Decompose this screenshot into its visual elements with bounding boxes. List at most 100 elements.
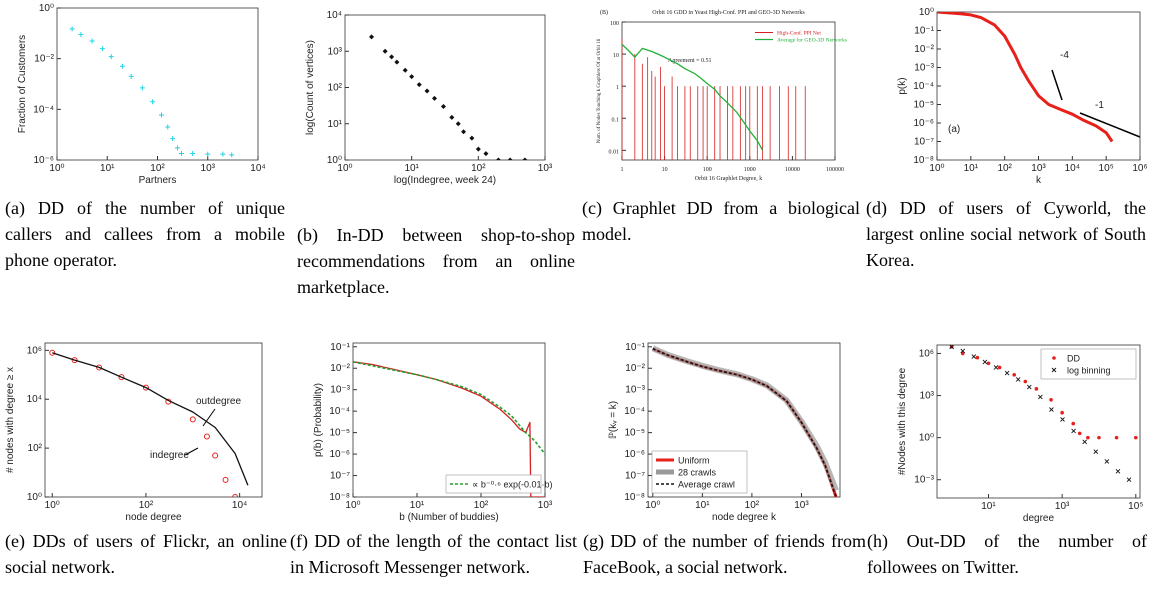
annotation: (a) bbox=[948, 124, 960, 135]
point bbox=[189, 416, 196, 423]
y-axis-label: Num. of Nodes Touching k Graphlets Of at… bbox=[597, 38, 602, 143]
legend-label: Average crawl bbox=[678, 480, 735, 490]
series-group bbox=[49, 349, 249, 497]
x-tick-label: 10⁰ bbox=[645, 500, 660, 511]
point bbox=[495, 157, 501, 160]
point bbox=[220, 151, 226, 157]
x-tick-label: 10² bbox=[474, 500, 489, 511]
x-tick-label: 10⁰ bbox=[49, 163, 64, 174]
point bbox=[128, 73, 134, 79]
y-tick-label: 100 bbox=[610, 21, 619, 27]
series-line bbox=[353, 361, 545, 455]
point bbox=[1082, 439, 1088, 445]
point bbox=[1115, 468, 1121, 474]
y-tick-label: 10⁶ bbox=[27, 345, 42, 356]
series-line bbox=[52, 352, 249, 486]
point bbox=[409, 74, 415, 80]
series-line bbox=[937, 12, 1114, 143]
x-axis-label: log(Indegree, week 24) bbox=[394, 175, 496, 186]
point bbox=[1097, 435, 1101, 440]
y-tick-label: 10⁻³ bbox=[914, 63, 934, 74]
point bbox=[1077, 431, 1082, 436]
point bbox=[475, 146, 481, 152]
x-tick-label: 10² bbox=[150, 163, 165, 174]
y-tick-label: 10⁻² bbox=[330, 363, 350, 374]
y-axis-label: log(Count of vertices) bbox=[305, 40, 316, 135]
point bbox=[424, 88, 430, 94]
x-axis-label: Orbit 16 Graphlet Degree, k bbox=[695, 176, 762, 182]
y-tick-label: 10⁻⁶ bbox=[913, 118, 934, 129]
point bbox=[389, 54, 395, 60]
point bbox=[108, 54, 114, 60]
point bbox=[1114, 435, 1119, 440]
point bbox=[440, 103, 446, 109]
point bbox=[483, 151, 489, 157]
point bbox=[507, 157, 513, 160]
point bbox=[78, 31, 84, 37]
legend-swatch bbox=[1051, 367, 1057, 373]
x-tick-label: 10⁵ bbox=[1099, 163, 1114, 174]
x-tick-label: 10⁰ bbox=[337, 163, 352, 174]
x-tick-label: 10⁰ bbox=[45, 500, 60, 511]
series-group bbox=[369, 34, 528, 160]
point bbox=[1004, 370, 1010, 376]
series-group bbox=[69, 26, 235, 158]
caption: (b) In-DD between shop-to-shop recommend… bbox=[297, 225, 575, 297]
point bbox=[222, 476, 229, 483]
x-tick-label: 10¹ bbox=[695, 500, 710, 511]
series-line bbox=[622, 43, 764, 151]
y-tick-label: 10⁻⁵ bbox=[329, 428, 350, 439]
point bbox=[993, 365, 999, 370]
x-tick-label: 10⁴ bbox=[250, 163, 265, 174]
y-tick-label: 10² bbox=[28, 443, 43, 454]
series-group bbox=[353, 361, 545, 497]
series-line bbox=[652, 347, 837, 497]
point bbox=[190, 151, 196, 157]
slope-line bbox=[1051, 69, 1063, 101]
point bbox=[1026, 384, 1032, 390]
point bbox=[150, 99, 156, 105]
x-tick-label: 10² bbox=[139, 500, 154, 511]
point bbox=[449, 114, 455, 120]
y-axis-label: Fraction of Customers bbox=[17, 35, 28, 133]
point bbox=[158, 112, 164, 118]
y-tick-label: 10⁻³ bbox=[625, 385, 645, 396]
y-tick-label: 10⁻¹ bbox=[625, 342, 645, 353]
plot-frame bbox=[352, 342, 546, 498]
y-tick-label: 10⁻⁴ bbox=[624, 406, 645, 417]
y-tick-label: 10⁻⁸ bbox=[329, 492, 350, 503]
caption: (e) DDs of users of Flickr, an online so… bbox=[5, 531, 287, 577]
series-group bbox=[622, 38, 806, 160]
point bbox=[416, 82, 422, 88]
caption: (g) DD of the number of friends from Fac… bbox=[583, 531, 866, 577]
legend-label: ∝ b⁻⁰·⁶ exp(-0.01·b) bbox=[472, 480, 553, 490]
point bbox=[1049, 407, 1054, 412]
x-tick-label: 10⁴ bbox=[1065, 163, 1080, 174]
x-axis-label: node degree bbox=[125, 512, 182, 523]
y-tick-label: 1 bbox=[616, 85, 619, 91]
y-tick-label: 10⁻¹ bbox=[914, 26, 934, 37]
legend-label: log binning bbox=[1067, 366, 1111, 376]
point bbox=[69, 26, 75, 32]
x-tick-label: 10³ bbox=[794, 500, 809, 511]
y-tick-label: 10⁻¹ bbox=[330, 342, 350, 353]
y-tick-label: 10⁰ bbox=[327, 155, 342, 166]
y-axis-label: p(k) bbox=[897, 77, 908, 94]
x-tick-label: 10³ bbox=[1055, 501, 1070, 512]
x-tick-label: 10 bbox=[662, 167, 668, 173]
point bbox=[986, 361, 991, 366]
y-tick-label: 0.01 bbox=[609, 149, 620, 155]
x-axis-label: degree bbox=[1023, 513, 1055, 524]
legend-label: 28 crawls bbox=[678, 468, 717, 478]
point bbox=[997, 365, 1002, 370]
point bbox=[1023, 379, 1028, 384]
x-tick-label: 10³ bbox=[538, 163, 553, 174]
annotation: Agreement = 0.51 bbox=[668, 58, 712, 64]
point bbox=[142, 384, 149, 391]
caption: (c) Graphlet DD from a biological model. bbox=[582, 198, 860, 244]
y-tick-label: 10 bbox=[613, 53, 619, 59]
x-tick-label: 10⁰ bbox=[345, 500, 360, 511]
caption: (h) Out-DD of the number of followees on… bbox=[867, 531, 1147, 577]
